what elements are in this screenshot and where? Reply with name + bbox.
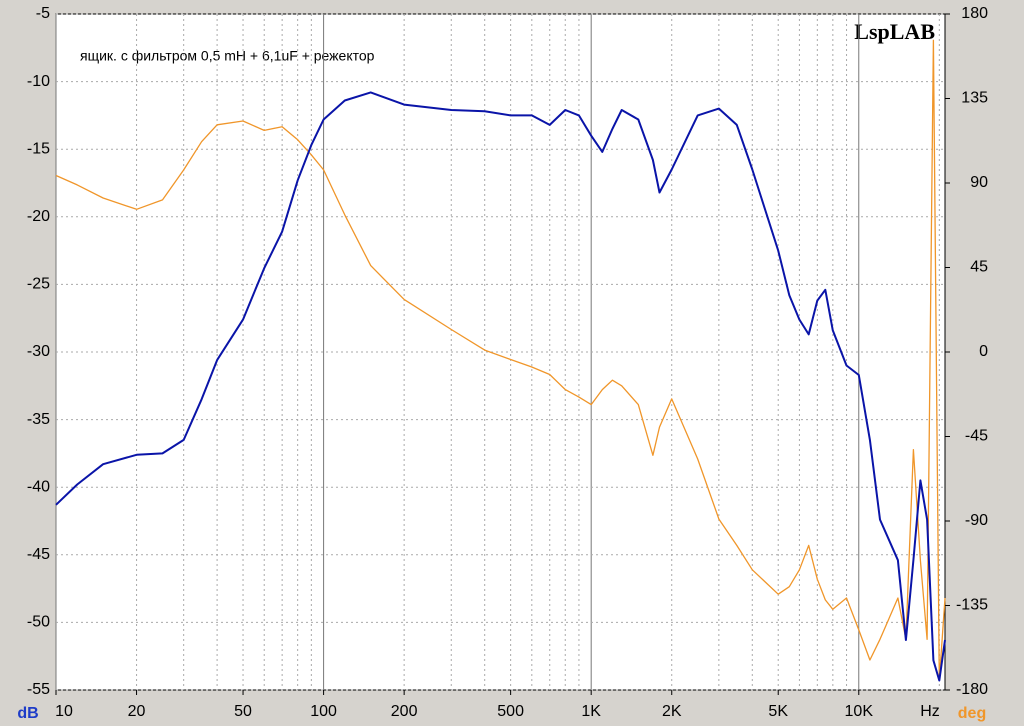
y2-tick-label: 180 — [961, 5, 988, 22]
x-unit: Hz — [920, 703, 940, 720]
x-tick-label: 1K — [581, 703, 601, 720]
y-tick-label: -10 — [27, 73, 50, 90]
y2-tick-label: -90 — [965, 512, 988, 529]
y-tick-label: -50 — [27, 614, 50, 631]
y2-tick-label: 90 — [970, 174, 988, 191]
y-tick-label: -55 — [27, 681, 50, 698]
y2-tick-label: -135 — [956, 597, 988, 614]
x-tick-label: 2K — [662, 703, 682, 720]
watermark: LspLAB — [854, 19, 935, 44]
y2-tick-label: 0 — [979, 343, 988, 360]
x-tick-label: 10K — [845, 703, 874, 720]
y-tick-label: -15 — [27, 140, 50, 157]
y-tick-label: -20 — [27, 208, 50, 225]
y-tick-label: -35 — [27, 411, 50, 428]
y2-tick-label: 135 — [961, 90, 988, 107]
x-tick-label: 5K — [768, 703, 788, 720]
x-tick-label: 20 — [128, 703, 146, 720]
y2-tick-label: -45 — [965, 428, 988, 445]
y-axis-label: dB — [17, 705, 38, 722]
y2-axis-label: deg — [958, 705, 986, 722]
series-line — [55, 91, 946, 682]
x-tick-label: 100 — [310, 703, 337, 720]
x-tick-label: 50 — [234, 703, 252, 720]
y2-tick-label: -180 — [956, 681, 988, 698]
series-line — [55, 39, 946, 682]
x-tick-label: 500 — [497, 703, 524, 720]
y-tick-label: -25 — [27, 276, 50, 293]
chart-title: ящик. с фильтром 0,5 mH + 6,1uF + режект… — [80, 48, 375, 64]
x-tick-label: 200 — [391, 703, 418, 720]
y-tick-label: -5 — [36, 5, 50, 22]
y-tick-label: -30 — [27, 343, 50, 360]
y-tick-label: -40 — [27, 478, 50, 495]
x-tick-label: 10 — [55, 703, 73, 720]
y2-tick-label: 45 — [970, 259, 988, 276]
y-tick-label: -45 — [27, 546, 50, 563]
